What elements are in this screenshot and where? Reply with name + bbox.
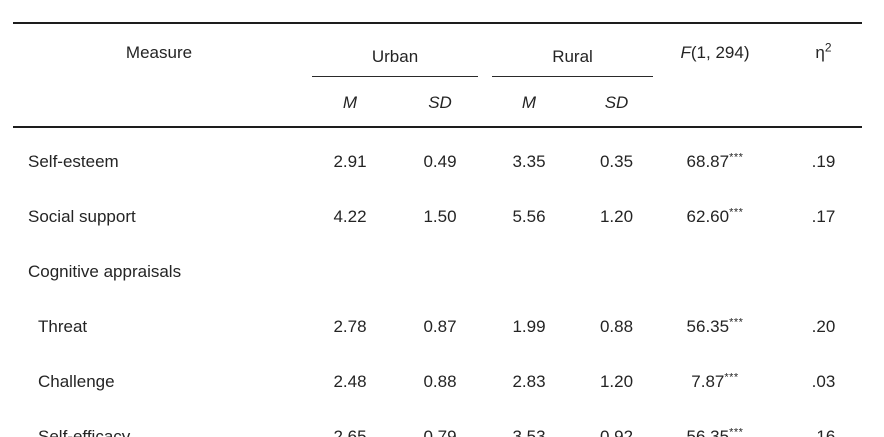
section-label: Cognitive appraisals: [28, 261, 182, 281]
urban-mean-value: 2.48: [333, 371, 367, 391]
significance-asterisks: ***: [729, 425, 744, 437]
row-label: Threat: [38, 316, 88, 336]
rural-mean-value: [485, 238, 573, 293]
table-body: Self-esteem 2.91 0.49 3.35 0.35 68.87***…: [13, 127, 862, 437]
eta-squared-value: [770, 238, 862, 293]
row-label: Challenge: [38, 371, 115, 391]
urban-sd-value: [395, 238, 485, 293]
eta-squared-column-header: η2: [770, 23, 862, 77]
f-value: 68.87: [686, 151, 730, 171]
urban-mean-value: [305, 238, 395, 293]
significance-asterisks: ***: [724, 370, 739, 383]
measure-column-header: Measure: [125, 43, 193, 62]
significance-asterisks: ***: [729, 205, 744, 218]
rural-mean-value: 5.56: [512, 206, 546, 226]
table-row-social-support: Social support 4.22 1.50 5.56 1.20 62.60…: [13, 183, 862, 238]
rural-mean-value: 1.99: [512, 316, 546, 336]
table-section-row-cognitive-appraisals: Cognitive appraisals: [13, 238, 862, 293]
f-statistic-value: 62.60***: [660, 183, 770, 238]
f-value: 56.35: [686, 426, 730, 437]
eta-symbol: η: [815, 43, 825, 62]
rural-sd-value: 1.20: [599, 206, 634, 226]
eta-squared-value: .19: [811, 151, 836, 171]
eta-superscript: 2: [824, 40, 832, 55]
eta-squared-value: .17: [811, 206, 836, 226]
f-value: 62.60: [686, 206, 730, 226]
urban-sd-value: 1.50: [423, 206, 457, 226]
rural-mean-header: M: [521, 93, 537, 112]
f-statistic-value: [660, 238, 770, 293]
rural-group-label: Rural: [492, 47, 653, 77]
table-row-self-esteem: Self-esteem 2.91 0.49 3.35 0.35 68.87***…: [13, 127, 862, 183]
f-statistic-value: 56.35***: [660, 293, 770, 348]
rural-mean-value: 2.83: [512, 371, 546, 391]
urban-sd-value: 0.49: [423, 151, 457, 171]
rural-mean-value: 3.53: [512, 426, 546, 437]
f-symbol: F: [680, 43, 691, 62]
row-label: Self-esteem: [28, 151, 119, 171]
row-label: Social support: [28, 206, 136, 226]
urban-group-label: Urban: [312, 47, 478, 77]
significance-asterisks: ***: [729, 150, 744, 163]
f-statistic-value: 56.35***: [660, 403, 770, 437]
urban-sd-value: 0.87: [423, 316, 457, 336]
rural-sd-value: [573, 238, 660, 293]
significance-asterisks: ***: [729, 315, 744, 328]
urban-mean-value: 4.22: [333, 206, 367, 226]
anova-results-table: Measure Urban Rural F(1, 294) η2 M SD M …: [13, 22, 862, 437]
f-df-args: (1, 294): [690, 43, 750, 62]
row-label: Self-efficacy: [38, 426, 131, 437]
urban-mean-header: M: [342, 93, 358, 112]
f-value: 7.87: [691, 371, 725, 391]
urban-sd-value: 0.79: [423, 426, 457, 437]
urban-mean-value: 2.65: [333, 426, 367, 437]
f-statistic-value: 7.87***: [660, 348, 770, 403]
rural-sd-header: SD: [604, 93, 629, 112]
empty-subheader-cell: [660, 77, 770, 127]
rural-group-header: Rural: [485, 23, 660, 77]
empty-subheader-cell: [770, 77, 862, 127]
table-row-threat: Threat 2.78 0.87 1.99 0.88 56.35*** .20: [13, 293, 862, 348]
f-value: 56.35: [686, 316, 730, 336]
f-statistic-column-header: F(1, 294): [660, 23, 770, 77]
urban-group-header: Urban: [305, 23, 485, 77]
rural-mean-value: 3.35: [512, 151, 546, 171]
urban-mean-value: 2.91: [333, 151, 367, 171]
urban-sd-header: SD: [428, 93, 452, 112]
rural-sd-value: 0.92: [599, 426, 634, 437]
empty-subheader-cell: [13, 77, 305, 127]
urban-sd-value: 0.88: [423, 371, 457, 391]
table-header: Measure Urban Rural F(1, 294) η2 M SD M …: [13, 23, 862, 127]
eta-squared-value: .03: [811, 371, 836, 391]
rural-sd-value: 1.20: [599, 371, 634, 391]
rural-sd-value: 0.35: [599, 151, 634, 171]
table-row-self-efficacy: Self-efficacy 2.65 0.79 3.53 0.92 56.35*…: [13, 403, 862, 437]
eta-squared-value: .16: [811, 426, 836, 437]
rural-sd-value: 0.88: [599, 316, 634, 336]
eta-squared-value: .20: [811, 316, 836, 336]
table-row-challenge: Challenge 2.48 0.88 2.83 1.20 7.87*** .0…: [13, 348, 862, 403]
f-statistic-value: 68.87***: [660, 127, 770, 183]
group-header-row: Measure Urban Rural F(1, 294) η2: [13, 23, 862, 77]
urban-mean-value: 2.78: [333, 316, 367, 336]
subheader-row: M SD M SD: [13, 77, 862, 127]
